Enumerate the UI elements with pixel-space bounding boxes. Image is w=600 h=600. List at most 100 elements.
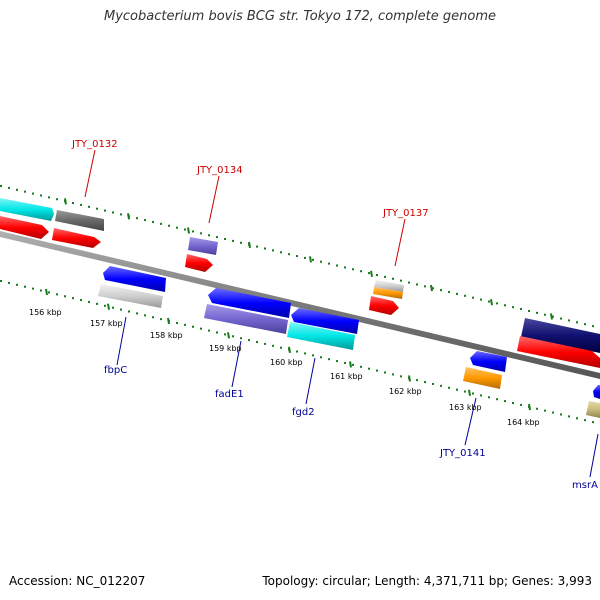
ruler-dot (128, 310, 130, 313)
label-JTY_0132[interactable]: JTY_0132 (71, 139, 118, 150)
ruler-dot (16, 283, 18, 286)
gene-fgd2-blue[interactable] (291, 308, 359, 334)
gene-JTY_0134[interactable] (185, 254, 213, 272)
ruler-dot (288, 253, 290, 256)
label-fgd2[interactable]: fgd2 (292, 407, 315, 418)
ruler-dot (464, 294, 466, 297)
label-JTY_0137[interactable]: JTY_0137 (382, 208, 429, 219)
ruler-dot (344, 361, 346, 364)
tick-label: 160 kbp (270, 358, 303, 367)
gene-msrA[interactable] (586, 401, 600, 418)
ruler-tick (468, 389, 471, 396)
ruler-dot (0, 280, 2, 282)
gene-fadE1-blue[interactable] (208, 288, 291, 318)
ruler-dot (400, 375, 402, 378)
gene-JTY_0132[interactable] (55, 210, 104, 231)
ruler-dot (440, 289, 442, 292)
ruler-dot (560, 317, 562, 320)
label-fbpC[interactable]: fbpC (104, 365, 127, 376)
gene-JTY_0137-orange[interactable] (373, 287, 403, 299)
tick-label: 159 kbp (209, 344, 242, 353)
ruler-dot (272, 249, 274, 252)
ruler-dot (64, 295, 66, 298)
ruler-dot (256, 245, 258, 248)
ruler-dot (176, 226, 178, 229)
ruler-dot (504, 304, 506, 307)
gene-red-JTY_0132b[interactable] (52, 228, 101, 248)
ruler-dot (56, 198, 58, 201)
ruler-dot (104, 304, 106, 307)
ruler-dot (96, 302, 98, 305)
gene-red-left[interactable] (0, 216, 49, 239)
ruler-dot (312, 354, 314, 357)
gene-JTY_0141-blue[interactable] (470, 351, 507, 372)
gene-fbpC-blue[interactable] (103, 266, 166, 292)
ruler-tick (288, 346, 291, 354)
tick-label: 158 kbp (150, 331, 183, 340)
ruler-dot (512, 402, 514, 405)
ruler-dot (152, 220, 154, 223)
ruler-dot (544, 313, 546, 316)
forward-strand-genes (0, 198, 600, 368)
gene-fgd2[interactable] (287, 322, 355, 350)
ruler-dot (392, 277, 394, 280)
ruler-dot (120, 308, 122, 311)
label-JTY_0134[interactable]: JTY_0134 (196, 165, 243, 176)
ruler-tick (370, 270, 373, 277)
ruler-dot (320, 356, 322, 359)
gene-red-right[interactable] (517, 336, 600, 368)
ruler-dot (480, 394, 482, 397)
ruler-dot (112, 211, 114, 214)
ruler-dot (392, 373, 394, 376)
ruler-dot (112, 306, 114, 309)
ruler-dot (496, 398, 498, 401)
ruler-dot (520, 403, 522, 406)
tick-label: 161 kbp (330, 372, 363, 381)
ruler-dot (584, 323, 586, 326)
ruler-dot (136, 217, 138, 220)
ruler-tick (309, 256, 312, 263)
gene-cyan-upper[interactable] (0, 198, 54, 221)
ruler-dot (144, 219, 146, 222)
ruler-dot (376, 369, 378, 372)
ruler-dot (456, 388, 458, 391)
ruler-dot (352, 363, 354, 366)
ruler-dot (256, 341, 258, 344)
gene-JTY_0137-top[interactable] (374, 280, 404, 292)
ruler-dot (240, 337, 242, 340)
ruler-dot (208, 234, 210, 237)
ruler-dot (328, 358, 330, 361)
ruler-dot (280, 251, 282, 254)
ruler-dot (552, 315, 554, 318)
accession-text: Accession: NC_012207 (9, 574, 146, 588)
label-fadE1[interactable]: fadE1 (215, 389, 244, 400)
topology-summary: Topology: circular; Length: 4,371,711 bp… (262, 574, 592, 588)
gene-navy-right[interactable] (521, 318, 600, 353)
ruler-dot (72, 297, 74, 300)
ruler-dot (104, 209, 106, 212)
gene-blue-far-right[interactable] (593, 385, 600, 399)
ruler-dot (496, 302, 498, 305)
ruler-dot (0, 185, 2, 187)
label-msrA[interactable]: msrA (572, 480, 598, 491)
gene-fadE1[interactable] (204, 304, 288, 334)
ruler-dot (360, 270, 362, 273)
ruler-dot (88, 205, 90, 208)
ruler-dot (80, 299, 82, 302)
ruler-dot (472, 392, 474, 395)
gene-JTY_0137[interactable] (369, 296, 399, 315)
ruler-dot (568, 319, 570, 322)
label-JTY_0141[interactable]: JTY_0141 (439, 448, 486, 459)
gene-JTY_0141[interactable] (463, 367, 502, 389)
gene-JTY_0134-top[interactable] (188, 237, 218, 255)
ruler-dot (568, 415, 570, 418)
ruler-dot (560, 413, 562, 416)
ruler-dot (264, 247, 266, 250)
gene-fbpC[interactable] (98, 284, 163, 308)
ruler-tick (349, 361, 352, 368)
ruler-dot (48, 291, 50, 294)
ruler-tick (550, 313, 553, 320)
ruler-tick (64, 198, 67, 205)
ruler-dot (80, 203, 82, 206)
